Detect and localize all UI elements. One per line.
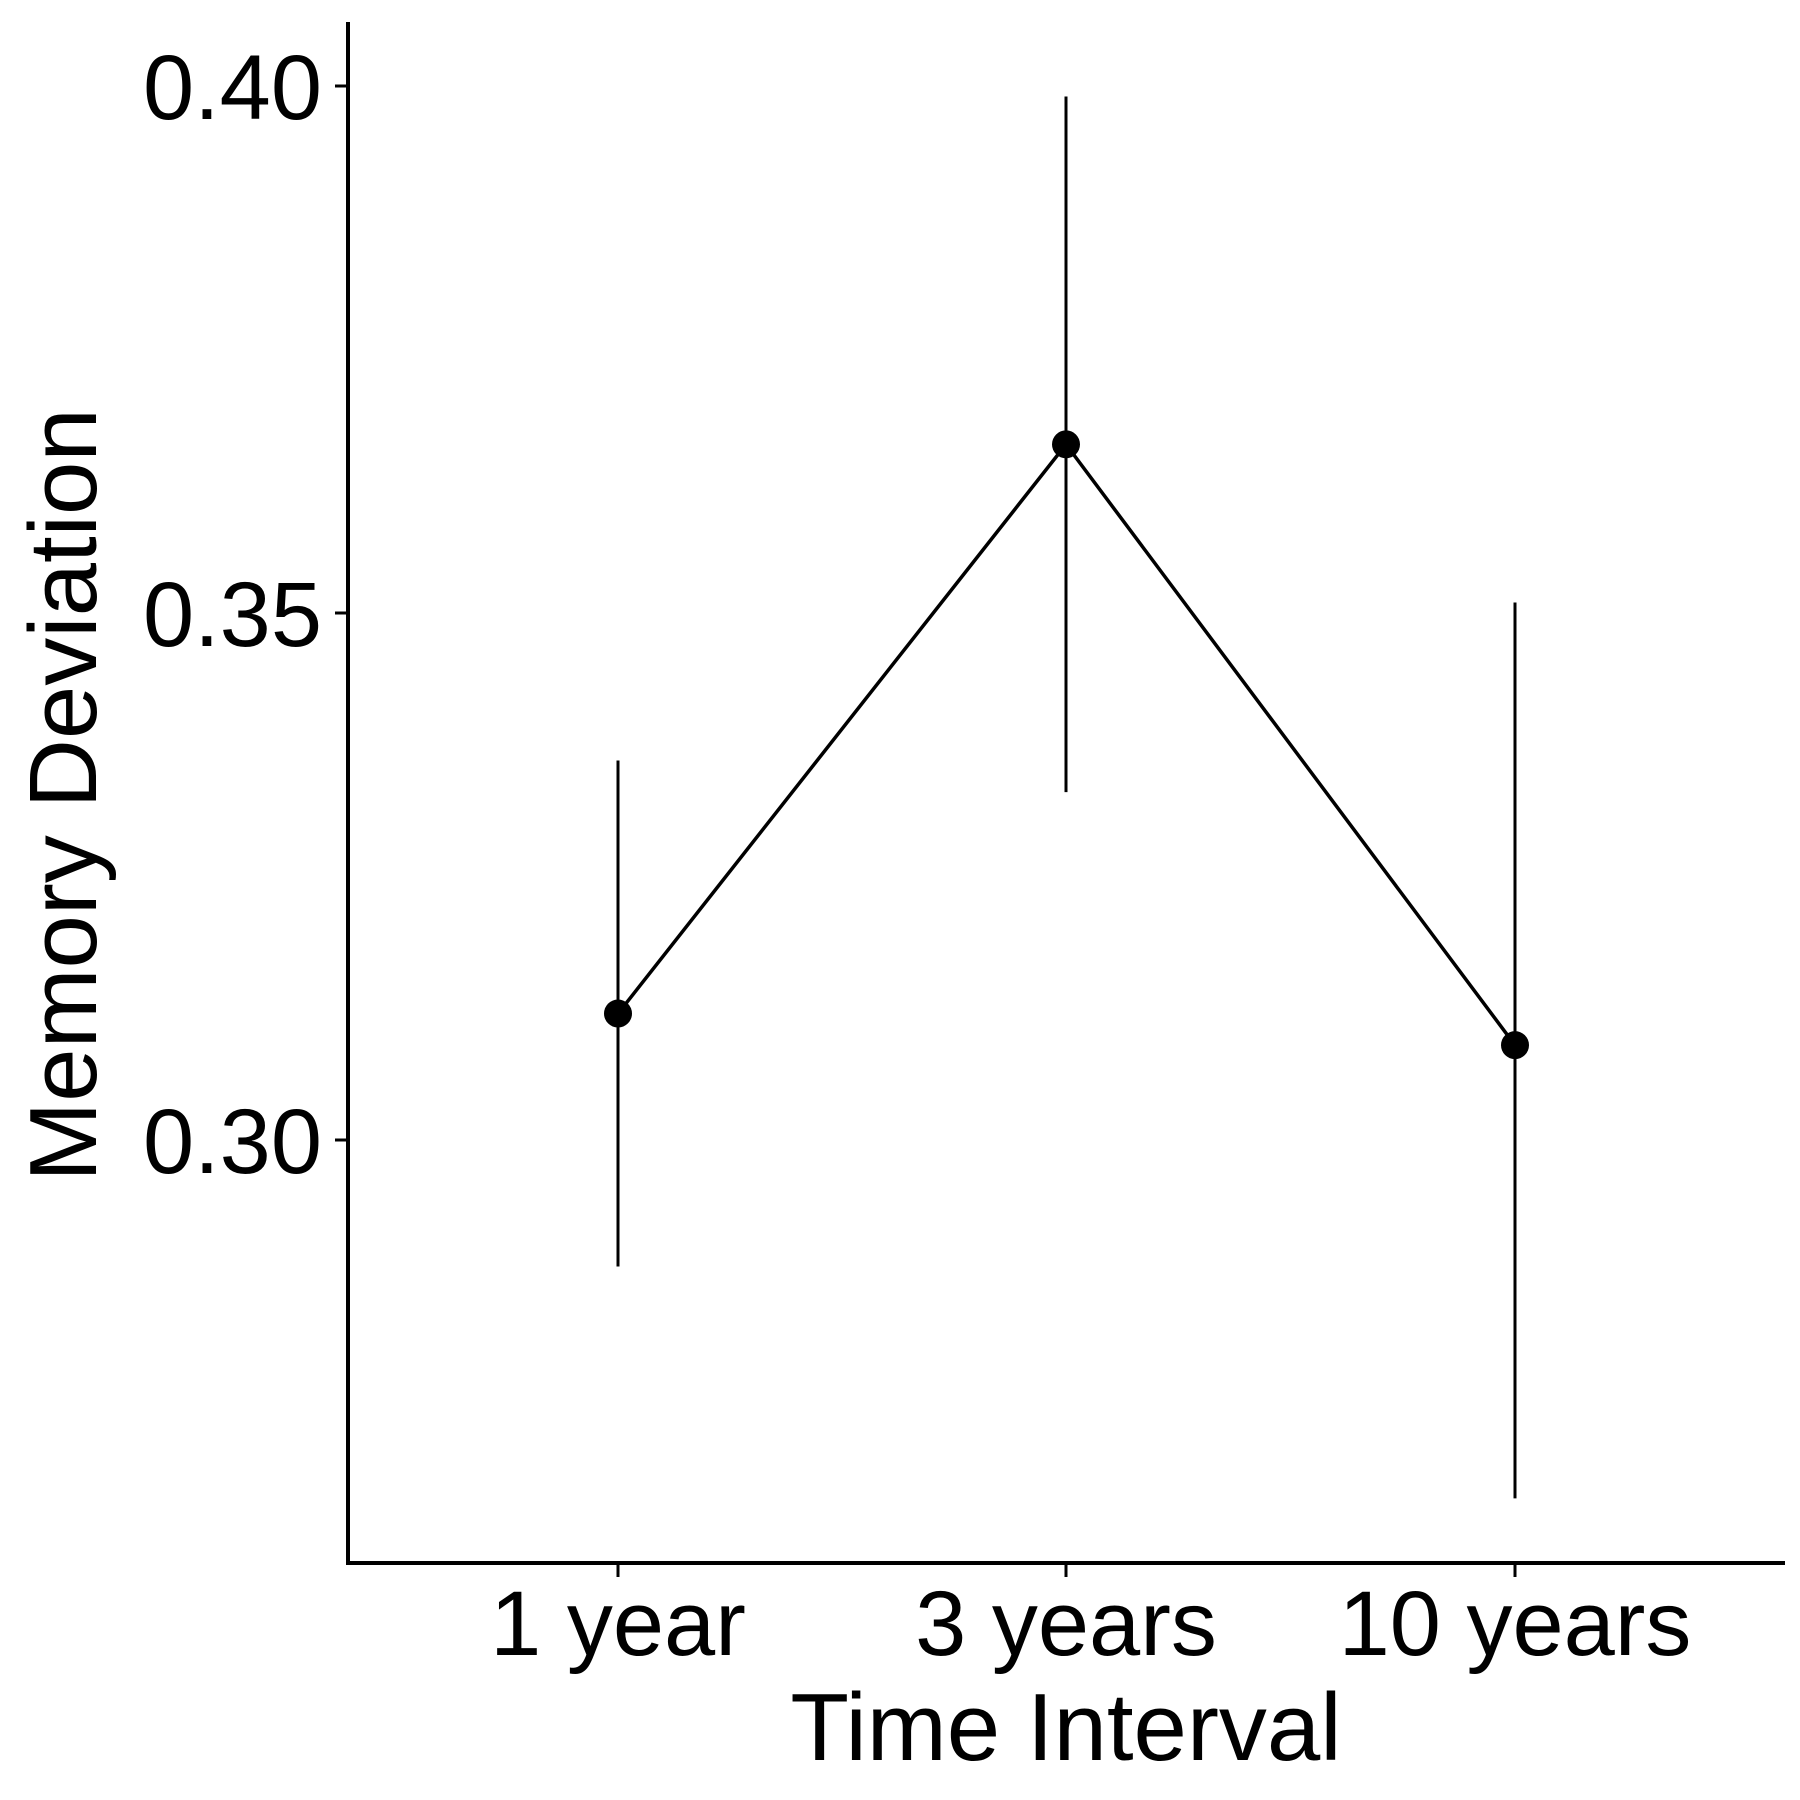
y-tick-label: 0.30 [143,1091,322,1193]
error-bars [616,96,1517,1499]
y-tick-label: 0.35 [143,564,322,666]
data-point [604,999,632,1028]
x-ticks: 1 year 3 years 10 years [490,1563,1691,1675]
y-tick-label: 0.40 [143,37,322,139]
x-tick-label: 3 years [915,1573,1217,1675]
y-ticks: 0.30 0.35 0.40 [143,37,348,1193]
data-points [604,430,1529,1060]
x-axis-title: Time Interval [790,1674,1341,1781]
x-tick-label: 1 year [490,1573,746,1675]
x-tick-label: 10 years [1339,1573,1692,1675]
data-point [1501,1031,1529,1060]
y-axis-title: Memory Deviation [10,408,117,1182]
data-point [1052,430,1080,459]
